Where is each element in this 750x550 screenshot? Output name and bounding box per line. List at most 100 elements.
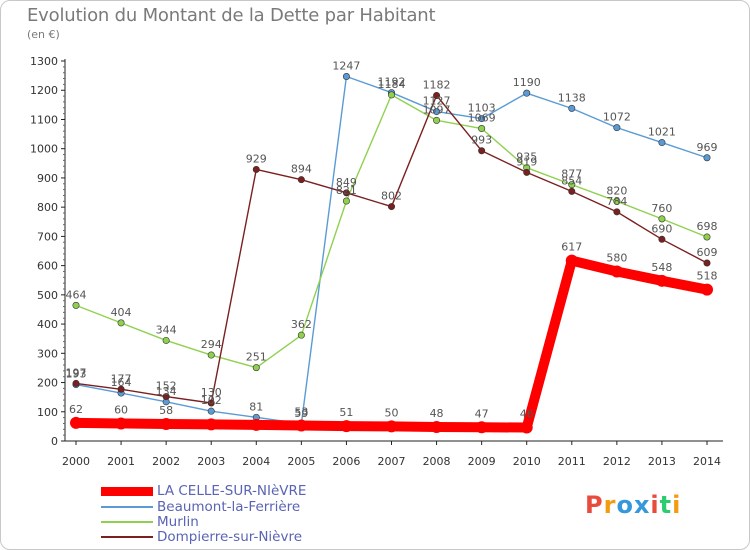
data-label: 53: [294, 406, 308, 419]
data-point: [342, 189, 350, 197]
data-label: 164: [111, 376, 132, 389]
data-point: [565, 254, 578, 267]
data-label: 58: [159, 404, 173, 417]
data-point: [117, 319, 125, 327]
data-label: 60: [114, 403, 128, 416]
legend-item-0[interactable]: LA CELLE-SUR-NIèVRE: [101, 483, 306, 499]
legend-item-2[interactable]: Murlin: [101, 514, 199, 530]
data-point: [658, 215, 666, 223]
x-tick-label: 2000: [62, 455, 90, 468]
data-label: 929: [246, 152, 267, 165]
data-label: 464: [66, 288, 87, 301]
data-point: [658, 235, 666, 243]
data-point: [655, 274, 668, 287]
legend-item-3[interactable]: Dompierre-sur-Nièvre: [101, 529, 302, 545]
data-point: [72, 379, 80, 387]
data-point: [117, 385, 125, 393]
y-tick-label: 1000: [30, 143, 58, 156]
logo-letter: i: [650, 491, 660, 519]
data-label: 617: [561, 241, 582, 254]
data-label: 1097: [423, 103, 451, 116]
data-label: 344: [156, 323, 177, 336]
data-point: [295, 419, 308, 432]
legend-swatch: [101, 521, 153, 523]
data-label: 854: [561, 174, 582, 187]
data-label: 1184: [378, 78, 406, 91]
data-label: 1072: [603, 111, 631, 124]
data-point: [701, 283, 713, 296]
data-point: [162, 393, 170, 401]
y-tick-label: 800: [37, 201, 58, 214]
data-point: [433, 108, 441, 116]
data-label: 102: [201, 394, 222, 407]
data-label: 62: [69, 403, 83, 416]
data-label: 59: [294, 407, 308, 420]
data-point: [613, 208, 621, 216]
x-tick-label: 2003: [197, 455, 225, 468]
data-point: [385, 420, 398, 433]
data-label: 1190: [513, 76, 541, 89]
data-point: [297, 331, 305, 339]
series-line-3: [75, 94, 708, 404]
y-tick-label: 1100: [30, 113, 58, 126]
data-label: 877: [561, 168, 582, 181]
data-point: [703, 154, 711, 162]
y-tick-label: 200: [37, 377, 58, 390]
data-label: 784: [606, 195, 627, 208]
data-label: 1103: [468, 102, 496, 115]
data-point: [568, 104, 576, 112]
x-tick-label: 2001: [107, 455, 135, 468]
data-point: [658, 139, 666, 147]
y-tick-label: 0: [51, 435, 58, 448]
data-label: 130: [201, 386, 222, 399]
legend-swatch: [101, 536, 153, 538]
data-point: [252, 165, 260, 173]
data-point: [523, 168, 531, 176]
data-point: [207, 407, 215, 415]
y-tick-label: 700: [37, 230, 58, 243]
data-label: 802: [381, 190, 402, 203]
data-point: [252, 364, 260, 372]
legend-swatch: [101, 486, 153, 496]
data-label: 197: [66, 366, 87, 379]
data-label: 518: [697, 270, 718, 283]
x-tick-label: 2007: [378, 455, 406, 468]
data-point: [162, 336, 170, 344]
data-point: [523, 89, 531, 97]
data-label: 1138: [558, 91, 586, 104]
data-label: 193: [66, 368, 87, 381]
y-tick-label: 1200: [30, 84, 58, 97]
data-point: [703, 259, 711, 267]
data-label: 51: [339, 406, 353, 419]
data-point: [520, 421, 533, 434]
data-label: 760: [651, 202, 672, 215]
data-point: [70, 416, 82, 429]
data-point: [478, 115, 486, 123]
x-tick-label: 2012: [603, 455, 631, 468]
logo-letter: x: [633, 491, 651, 519]
data-label: 969: [697, 141, 718, 154]
x-tick-label: 2005: [287, 455, 315, 468]
data-label: 1021: [648, 126, 676, 139]
data-label: 47: [475, 407, 489, 420]
data-point: [478, 147, 486, 155]
data-label: 152: [156, 380, 177, 393]
x-tick-label: 2009: [468, 455, 496, 468]
data-label: 48: [430, 407, 444, 420]
x-tick-label: 2008: [423, 455, 451, 468]
data-point: [568, 187, 576, 195]
legend-label: LA CELLE-SUR-NIèVRE: [157, 483, 307, 499]
data-point: [342, 197, 350, 205]
logo-letter: t: [659, 491, 673, 519]
x-tick-label: 2010: [513, 455, 541, 468]
logo-letter: r: [603, 491, 617, 519]
data-label: 294: [201, 338, 222, 351]
data-label: 894: [291, 163, 312, 176]
data-point: [433, 116, 441, 124]
data-label: 1247: [332, 59, 360, 72]
data-label: 849: [336, 176, 357, 189]
legend-item-1[interactable]: Beaumont-la-Ferrière: [101, 499, 300, 515]
logo-letter: o: [616, 491, 634, 519]
